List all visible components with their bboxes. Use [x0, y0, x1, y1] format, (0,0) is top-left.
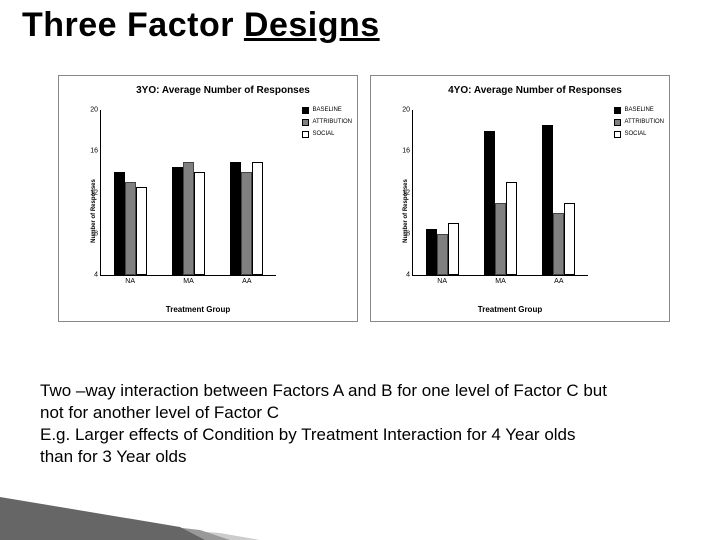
bar	[125, 182, 136, 275]
bar	[495, 203, 506, 275]
legend-label: BASELINE	[624, 105, 653, 116]
x-axis-label: Treatment Group	[98, 305, 298, 314]
legend-item: SOCIAL	[302, 129, 352, 140]
x-axis-label: Treatment Group	[410, 305, 610, 314]
slide-title: Three Factor Designs	[22, 6, 380, 45]
bar	[136, 187, 147, 275]
swatch-icon	[302, 107, 309, 114]
bar	[437, 234, 448, 275]
charts-row: 3YO: Average Number of Responses Number …	[58, 75, 670, 320]
bar	[183, 162, 194, 275]
title-plain: Three Factor	[22, 6, 244, 44]
legend-item: SOCIAL	[614, 129, 664, 140]
bar	[448, 223, 459, 275]
bar	[506, 182, 517, 275]
bar	[194, 172, 205, 275]
bar	[230, 162, 241, 275]
legend-right: BASELINE ATTRIBUTION SOCIAL	[614, 105, 664, 141]
chart-right: 4YO: Average Number of Responses Number …	[370, 75, 670, 322]
y-tick-label: 16	[90, 148, 98, 155]
legend-label: SOCIAL	[624, 129, 646, 140]
bar	[252, 162, 263, 275]
bar	[484, 131, 495, 275]
chart-title-right: 4YO: Average Number of Responses	[410, 85, 660, 96]
plot-area-left: 48121620NAMAAA	[100, 110, 276, 276]
chart-title-left: 3YO: Average Number of Responses	[98, 85, 348, 96]
legend-item: BASELINE	[302, 105, 352, 116]
legend-item: ATTRIBUTION	[614, 117, 664, 128]
slide-root: Three Factor Designs 3YO: Average Number…	[0, 0, 720, 540]
caption-line: E.g. Larger effects of Condition by Trea…	[40, 424, 716, 446]
y-tick-label: 12	[402, 189, 410, 196]
y-tick-label: 8	[94, 230, 98, 237]
swatch-icon	[614, 119, 621, 126]
legend-label: SOCIAL	[312, 129, 334, 140]
bar	[241, 172, 252, 275]
caption-line: not for another level of Factor C	[40, 402, 716, 424]
legend-left: BASELINE ATTRIBUTION SOCIAL	[302, 105, 352, 141]
caption-line: Two –way interaction between Factors A a…	[40, 380, 716, 402]
y-tick-label: 20	[402, 107, 410, 114]
bar	[114, 172, 125, 275]
swatch-icon	[302, 119, 309, 126]
bar	[172, 167, 183, 275]
x-tick-label: NA	[437, 278, 447, 285]
chart-left: 3YO: Average Number of Responses Number …	[58, 75, 358, 322]
y-tick-label: 4	[94, 272, 98, 279]
legend-label: ATTRIBUTION	[312, 117, 352, 128]
swatch-icon	[614, 107, 621, 114]
y-tick-label: 16	[402, 148, 410, 155]
y-tick-label: 4	[406, 272, 410, 279]
legend-item: ATTRIBUTION	[302, 117, 352, 128]
x-tick-label: NA	[125, 278, 135, 285]
bar	[553, 213, 564, 275]
x-tick-label: AA	[242, 278, 251, 285]
y-tick-label: 8	[406, 230, 410, 237]
legend-label: BASELINE	[312, 105, 341, 116]
y-tick-label: 12	[90, 189, 98, 196]
legend-label: ATTRIBUTION	[624, 117, 664, 128]
bar	[426, 229, 437, 275]
x-tick-label: MA	[495, 278, 506, 285]
y-tick-label: 20	[90, 107, 98, 114]
title-underlined: Designs	[244, 6, 380, 44]
caption-line: than for 3 Year olds	[40, 446, 716, 468]
x-tick-label: AA	[554, 278, 563, 285]
caption-block: Two –way interaction between Factors A a…	[40, 380, 716, 468]
legend-item: BASELINE	[614, 105, 664, 116]
swatch-icon	[302, 131, 309, 138]
bar	[564, 203, 575, 275]
bar	[542, 125, 553, 275]
swatch-icon	[614, 131, 621, 138]
x-tick-label: MA	[183, 278, 194, 285]
plot-area-right: 48121620NAMAAA	[412, 110, 588, 276]
